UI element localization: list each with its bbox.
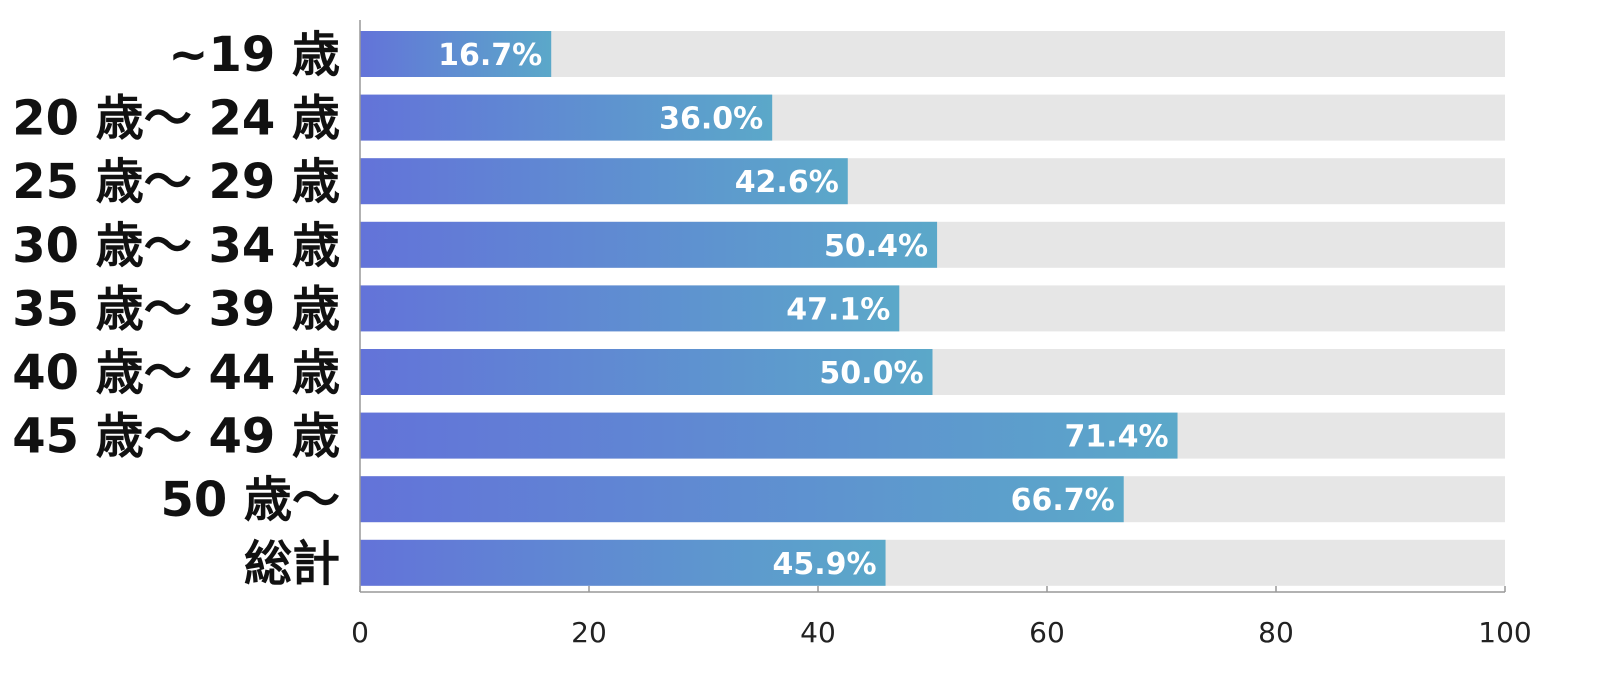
category-label: 40 歳～ 44 歳 (12, 345, 340, 401)
bar (360, 349, 933, 395)
bar (360, 94, 773, 141)
bar (360, 539, 886, 586)
x-tick-label: 100 (1478, 616, 1531, 649)
data-label: 66.7% (1011, 483, 1115, 518)
x-tick-label: 20 (571, 616, 607, 649)
category-label: ~19 歳 (168, 27, 340, 83)
category-label: 25 歳～ 29 歳 (12, 154, 340, 210)
data-label: 45.9% (772, 547, 876, 582)
data-label: 71.4% (1064, 420, 1168, 455)
category-label: 35 歳～ 39 歳 (12, 281, 340, 337)
data-label: 50.4% (824, 229, 928, 264)
data-label: 36.0% (659, 102, 763, 137)
data-label: 16.7% (438, 38, 542, 73)
category-label: 総計 (244, 536, 340, 592)
data-label: 42.6% (735, 165, 839, 200)
bar (360, 221, 938, 268)
x-axis: 0 20 40 60 80 100 (351, 20, 1532, 649)
x-tick-label: 40 (800, 616, 836, 649)
data-label: 47.1% (786, 292, 890, 327)
x-tick-label: 60 (1029, 616, 1065, 649)
category-label: 30 歳～ 34 歳 (12, 218, 340, 274)
data-labels: 16.7% 36.0% 42.6% 50.4% 47.1% 50.0% 71.4% 66.7%… (438, 38, 1168, 582)
x-tick-label: 80 (1258, 616, 1294, 649)
bar (360, 412, 1178, 459)
category-label: 45 歳～ 49 歳 (12, 409, 340, 465)
category-label: 20 歳～ 24 歳 (12, 91, 340, 147)
category-label: 50 歳～ (160, 472, 340, 528)
bar (360, 285, 900, 332)
bar (360, 476, 1124, 523)
bar (360, 158, 848, 205)
bar (360, 31, 552, 77)
x-tick-label: 0 (351, 616, 369, 649)
data-label: 50.0% (819, 356, 923, 391)
value-bars (360, 31, 1178, 586)
category-labels: ~19 歳 20 歳～ 24 歳 25 歳～ 29 歳 30 歳～ 34 歳 35 歳～… (12, 27, 340, 592)
